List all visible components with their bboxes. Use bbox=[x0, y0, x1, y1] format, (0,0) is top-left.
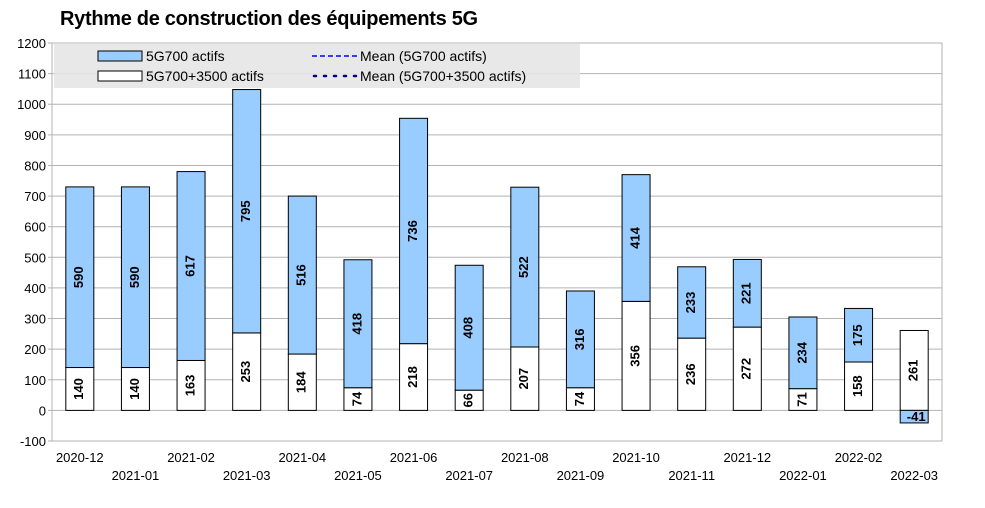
bar-2021-02-5G700-3500 bbox=[176, 359, 206, 411]
data-label-5G700: 418 bbox=[349, 313, 364, 335]
bar-2021-04-5G700 bbox=[287, 195, 317, 355]
x-tick-label: 2022-03 bbox=[890, 468, 938, 483]
bar-2021-01-5G700 bbox=[120, 186, 150, 369]
x-tick-label: 2021-03 bbox=[223, 468, 271, 483]
data-label-5G700-3500: 272 bbox=[739, 358, 754, 380]
bar-2021-08-5G700 bbox=[510, 186, 540, 348]
y-tick-label: 200 bbox=[24, 342, 46, 357]
data-label-5G700: 175 bbox=[850, 324, 865, 346]
data-label-5G700: 795 bbox=[238, 200, 253, 222]
plot-border bbox=[51, 42, 943, 442]
data-label-5G700: 233 bbox=[683, 292, 698, 314]
bar-2020-12-5G700 bbox=[65, 186, 95, 369]
legend-swatch bbox=[97, 70, 143, 82]
data-label-5G700: 617 bbox=[183, 255, 198, 277]
data-label-5G700-3500: 140 bbox=[127, 378, 142, 400]
data-label-5G700: -41 bbox=[907, 409, 926, 424]
y-tick-label: 100 bbox=[24, 373, 46, 388]
legend-label: Mean (5G700+3500 actifs) bbox=[360, 68, 526, 84]
legend-label: Mean (5G700 actifs) bbox=[360, 48, 487, 64]
data-label-5G700-3500: 261 bbox=[906, 360, 921, 382]
data-label-5G700: 590 bbox=[127, 266, 142, 288]
y-tick-label: 700 bbox=[24, 189, 46, 204]
y-tick-label: 0 bbox=[39, 403, 46, 418]
y-tick-label: 500 bbox=[24, 250, 46, 265]
data-label-5G700-3500: 207 bbox=[516, 368, 531, 390]
data-label-5G700-3500: 163 bbox=[183, 375, 198, 397]
y-tick-label: 900 bbox=[24, 128, 46, 143]
bar-2021-10-5G700 bbox=[621, 174, 651, 302]
y-tick-label: 1000 bbox=[17, 97, 46, 112]
y-tick-label: -100 bbox=[20, 434, 46, 449]
data-label-5G700-3500: 66 bbox=[461, 393, 476, 407]
x-tick-label: 2022-02 bbox=[835, 450, 883, 465]
bar-2021-01-5G700-3500 bbox=[120, 367, 150, 411]
data-label-5G700: 221 bbox=[739, 282, 754, 304]
data-label-5G700: 234 bbox=[794, 341, 809, 363]
bar-2022-02-5G700-3500 bbox=[844, 361, 874, 411]
bar-2021-10-5G700-3500 bbox=[621, 300, 651, 411]
x-tick-label: 2022-01 bbox=[779, 468, 827, 483]
bar-2022-02-5G700 bbox=[844, 307, 874, 363]
y-tick-label: 300 bbox=[24, 312, 46, 327]
x-tick-label: 2021-08 bbox=[501, 450, 549, 465]
legend-swatch bbox=[97, 50, 143, 62]
bar-2021-07-5G700 bbox=[454, 264, 484, 391]
data-label-5G700: 516 bbox=[294, 264, 309, 286]
bar-2021-11-5G700 bbox=[677, 266, 707, 339]
bar-2022-03-5G700 bbox=[899, 409, 929, 424]
data-label-5G700: 408 bbox=[461, 317, 476, 339]
data-label-5G700-3500: 184 bbox=[294, 371, 309, 393]
y-tick-label: 1100 bbox=[18, 67, 46, 82]
y-tick-label: 600 bbox=[24, 220, 46, 235]
bar-2022-03-5G700-3500 bbox=[899, 329, 929, 411]
data-label-5G700: 316 bbox=[572, 329, 587, 351]
bar-2021-06-5G700 bbox=[399, 117, 429, 345]
data-label-5G700-3500: 236 bbox=[683, 363, 698, 385]
x-tick-label: 2021-09 bbox=[557, 468, 605, 483]
data-label-5G700-3500: 74 bbox=[349, 391, 364, 406]
data-label-5G700-3500: 140 bbox=[71, 378, 86, 400]
x-tick-label: 2021-07 bbox=[445, 468, 493, 483]
bar-2021-06-5G700-3500 bbox=[399, 343, 429, 411]
y-tick-label: 1200 bbox=[17, 36, 46, 51]
data-label-5G700: 522 bbox=[516, 256, 531, 278]
x-tick-label: 2021-11 bbox=[668, 468, 715, 483]
x-tick-label: 2021-04 bbox=[278, 450, 326, 465]
legend-label: 5G700+3500 actifs bbox=[146, 68, 264, 84]
data-label-5G700-3500: 356 bbox=[628, 345, 643, 367]
data-label-5G700: 590 bbox=[71, 266, 86, 288]
data-label-5G700: 414 bbox=[628, 226, 643, 248]
bar-2021-03-5G700-3500 bbox=[232, 332, 262, 411]
x-tick-label: 2021-05 bbox=[334, 468, 382, 483]
data-label-5G700-3500: 74 bbox=[572, 391, 587, 406]
data-label-5G700-3500: 218 bbox=[405, 366, 420, 388]
y-tick-label: 400 bbox=[24, 281, 46, 296]
x-tick-label: 2020-12 bbox=[56, 450, 104, 465]
data-label-5G700-3500: 71 bbox=[794, 392, 809, 406]
bar-2021-12-5G700 bbox=[732, 258, 762, 328]
x-tick-label: 2021-02 bbox=[167, 450, 215, 465]
bar-2022-01-5G700 bbox=[788, 316, 818, 390]
y-tick-label: 800 bbox=[24, 158, 46, 173]
chart-title: Rythme de construction des équipements 5… bbox=[60, 8, 478, 30]
legend-label: 5G700 actifs bbox=[146, 48, 225, 64]
x-tick-label: 2021-12 bbox=[723, 450, 771, 465]
bar-2021-09-5G700 bbox=[565, 290, 595, 389]
x-tick-label: 2021-01 bbox=[112, 468, 160, 483]
data-label-5G700-3500: 158 bbox=[850, 375, 865, 397]
x-tick-label: 2021-10 bbox=[612, 450, 660, 465]
bar-2021-05-5G700 bbox=[343, 259, 373, 389]
x-tick-label: 2021-06 bbox=[390, 450, 438, 465]
data-label-5G700-3500: 253 bbox=[238, 361, 253, 383]
bar-2021-03-5G700 bbox=[232, 89, 262, 334]
data-label-5G700: 736 bbox=[405, 220, 420, 242]
bar-2021-02-5G700 bbox=[176, 171, 206, 361]
legend: 5G700 actifs Mean (5G700 actifs) 5G700+350… bbox=[54, 44, 580, 88]
